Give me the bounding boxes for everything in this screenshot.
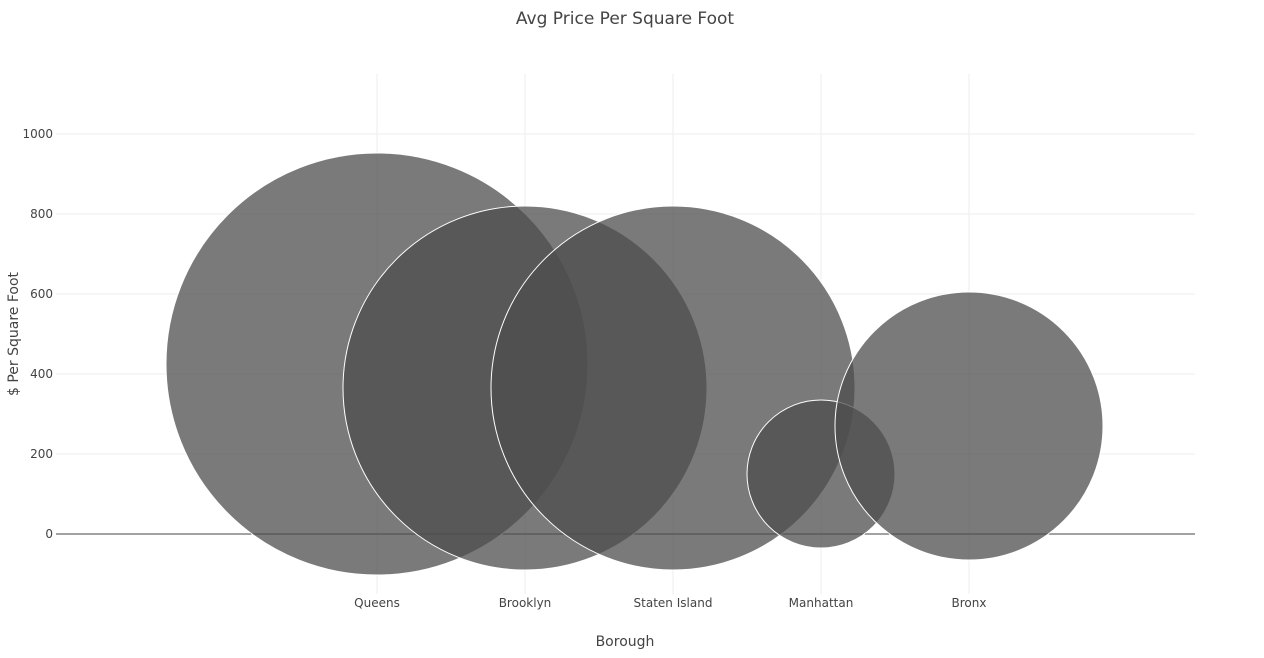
bubbles [165, 152, 1104, 576]
y-tick-label: 200 [30, 447, 53, 461]
bubble-bronx[interactable] [834, 291, 1104, 561]
x-tick-label: Staten Island [634, 596, 713, 610]
x-tick-label: Brooklyn [499, 596, 552, 610]
x-tick-label: Manhattan [789, 596, 854, 610]
x-axis-title: Borough [596, 634, 655, 650]
y-axis-ticks: 0 200 400 600 800 1000 [22, 127, 53, 541]
y-tick-label: 400 [30, 367, 53, 381]
y-axis-title: $ Per Square Foot [6, 271, 22, 396]
y-tick-label: 1000 [22, 127, 53, 141]
y-tick-label: 800 [30, 207, 53, 221]
y-tick-label: 0 [45, 527, 53, 541]
x-axis-ticks: Queens Brooklyn Staten Island Manhattan Bron… [354, 596, 986, 610]
x-tick-label: Bronx [952, 596, 987, 610]
chart-title: Avg Price Per Square Foot [516, 9, 734, 29]
x-tick-label: Queens [354, 596, 400, 610]
y-tick-label: 600 [30, 287, 53, 301]
